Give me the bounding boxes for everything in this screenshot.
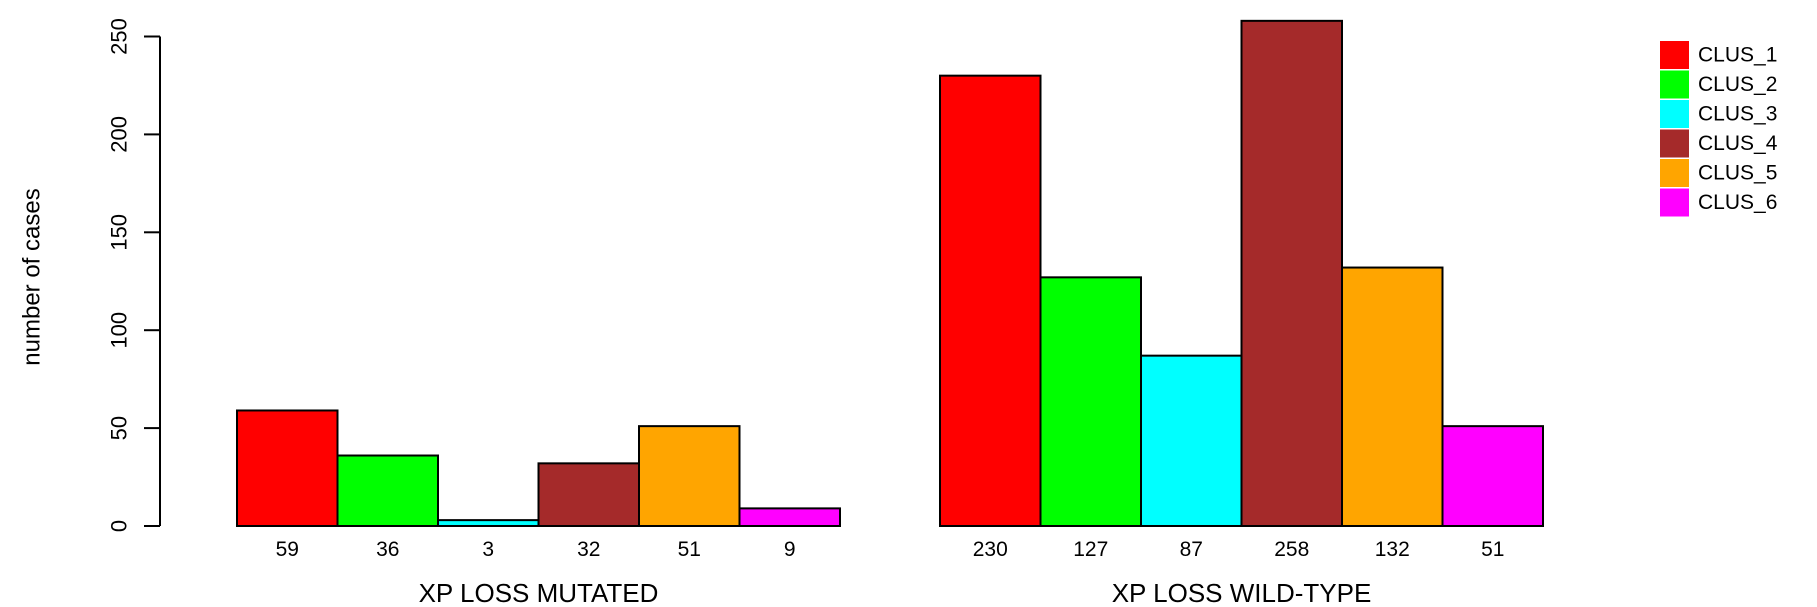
- bar: [1441, 425, 1544, 527]
- group-label: XP LOSS MUTATED: [419, 578, 659, 607]
- legend-label: CLUS_1: [1698, 44, 1777, 67]
- bar: [738, 507, 841, 527]
- legend-item: CLUS_6: [1660, 188, 1777, 217]
- bar: [1240, 19, 1343, 528]
- legend-swatch: [1660, 100, 1689, 128]
- y-axis-title: number of cases: [19, 188, 46, 365]
- legend-swatch: [1660, 188, 1689, 217]
- bar-value-label: 51: [1481, 538, 1504, 561]
- legend-label: CLUS_6: [1698, 191, 1777, 214]
- bar: [939, 74, 1042, 527]
- bar: [537, 462, 640, 527]
- bar-value-label: 132: [1375, 538, 1410, 561]
- bar-value-label: 3: [482, 538, 494, 561]
- bar: [1140, 354, 1243, 527]
- legend-item: CLUS_2: [1660, 70, 1777, 99]
- group-label: XP LOSS WILD-TYPE: [1112, 578, 1372, 607]
- legend: CLUS_1 CLUS_2 CLUS_3 CLUS_4 CLUS_5 CLUS_6: [1660, 41, 1778, 217]
- legend-label: CLUS_3: [1698, 103, 1777, 126]
- bar-value-label: 51: [678, 538, 701, 561]
- y-tick-label: 50: [107, 416, 132, 440]
- bar-value-label: 32: [577, 538, 600, 561]
- legend-label: CLUS_5: [1698, 162, 1777, 185]
- bar: [1341, 266, 1444, 527]
- legend-swatch: [1660, 159, 1689, 187]
- bar-group: 230 127 87 258 132 51 XP LOSS WILD-TYPE: [939, 19, 1544, 607]
- legend-item: CLUS_5: [1660, 159, 1777, 187]
- bar-value-label: 59: [276, 538, 299, 561]
- y-tick-label: 150: [107, 214, 132, 251]
- legend-item: CLUS_3: [1660, 100, 1777, 128]
- bar-value-label: 258: [1274, 538, 1309, 561]
- y-tick-label: 0: [107, 520, 132, 532]
- y-tick-label: 100: [107, 312, 132, 349]
- bar-value-label: 9: [784, 538, 796, 561]
- y-axis: 0 50 100 150 200 250: [107, 18, 161, 532]
- y-ticks: 0 50 100 150 200 250: [107, 18, 160, 532]
- legend-swatch: [1660, 41, 1689, 69]
- bar-value-label: 36: [376, 538, 399, 561]
- y-tick-label: 250: [107, 18, 132, 55]
- legend-label: CLUS_4: [1698, 132, 1778, 155]
- bar: [336, 454, 439, 527]
- y-tick-label: 200: [107, 116, 132, 153]
- legend-item: CLUS_4: [1660, 129, 1778, 158]
- bar-value-label: 87: [1180, 538, 1203, 561]
- bar: [437, 519, 540, 527]
- bars: 59 36 3 32 51 9 XP LOSS MUTATED 230 127 87 258 132 5…: [236, 19, 1544, 607]
- bar: [236, 409, 339, 527]
- legend-item: CLUS_1: [1660, 41, 1777, 69]
- bar: [1039, 276, 1142, 528]
- bar-group: 59 36 3 32 51 9 XP LOSS MUTATED: [236, 409, 841, 607]
- legend-label: CLUS_2: [1698, 73, 1777, 96]
- legend-swatch: [1660, 70, 1689, 99]
- bar-value-label: 127: [1073, 538, 1108, 561]
- legend-swatch: [1660, 129, 1689, 158]
- bar-value-label: 230: [973, 538, 1008, 561]
- bar: [638, 425, 741, 527]
